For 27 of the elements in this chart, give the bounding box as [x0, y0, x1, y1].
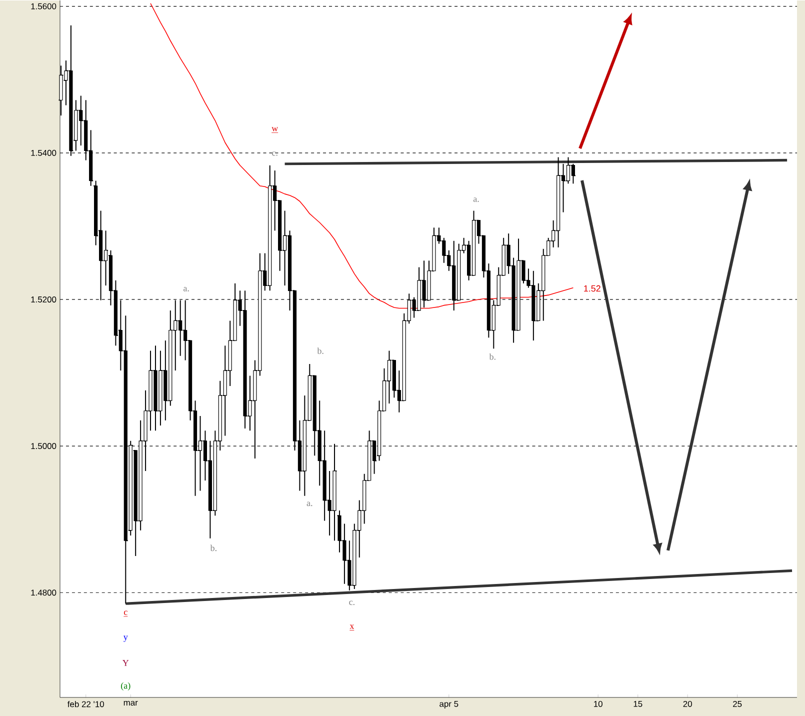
x-tick-label: mar: [124, 700, 138, 706]
annotation: b.: [489, 353, 496, 360]
annotation: 1.52: [584, 285, 600, 292]
annotation: c.: [349, 600, 354, 605]
y-tick-label: 1.5600: [31, 3, 56, 10]
annotation: x: [350, 624, 354, 629]
annotation: a.: [184, 286, 189, 292]
x-tick-label: feb 22 '10: [68, 700, 104, 707]
annotation: Y: [122, 660, 129, 666]
annotation: c.: [272, 151, 278, 156]
y-tick-label: 1.5200: [31, 296, 56, 302]
annotation: a.: [306, 502, 312, 506]
x-tick-label: 25: [733, 700, 742, 707]
annotation: c: [124, 610, 128, 615]
y-tick-label: 1.5400: [31, 150, 56, 156]
y-tick-label: 1.4800: [31, 589, 56, 596]
annotation: b.: [210, 544, 216, 551]
annotation: w: [272, 126, 278, 132]
annotation: b.: [317, 347, 324, 354]
annotation: a.: [473, 197, 479, 202]
x-tick-label: 15: [634, 700, 642, 707]
annotation: y: [124, 636, 128, 642]
x-tick-label: 20: [683, 700, 692, 707]
y-tick-label: 1.5000: [31, 442, 56, 449]
x-tick-label: apr 5: [440, 700, 458, 708]
x-tick-label: 10: [594, 700, 602, 707]
annotation: (a): [121, 682, 130, 690]
